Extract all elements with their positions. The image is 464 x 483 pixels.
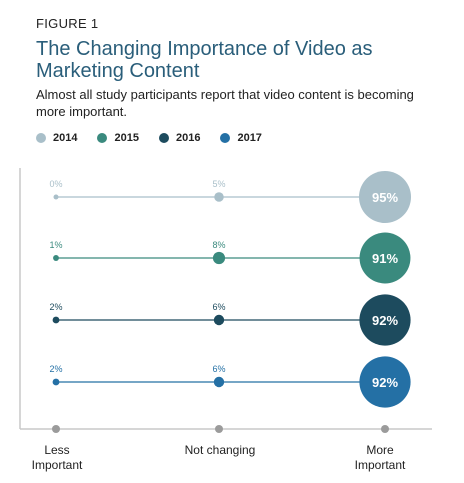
legend-item-2014: 2014 <box>36 132 77 144</box>
legend-label-2016: 2016 <box>175 132 201 144</box>
legend-swatch-2015 <box>97 133 108 143</box>
data-label-2017-2: 92% <box>372 375 398 390</box>
point-2016-2 <box>359 294 411 346</box>
point-2015-2 <box>359 232 411 284</box>
legend-label-2015: 2015 <box>114 132 139 144</box>
point-2016-0 <box>52 316 60 324</box>
point-2014-0 <box>53 194 59 200</box>
chart-title: The Changing Importance of Video as Mark… <box>36 38 373 82</box>
figure-label: FIGURE 1 <box>36 16 99 31</box>
x-axis-tick-dot-1 <box>215 425 223 433</box>
legend-item-2016: 2016 <box>158 132 201 144</box>
data-label-2017-1: 6% <box>212 364 225 374</box>
point-2015-1 <box>212 251 226 265</box>
x-axis-tick-dot-0 <box>52 425 60 433</box>
data-label-2015-0: 1% <box>49 240 62 250</box>
data-label-2016-0: 2% <box>49 302 62 312</box>
data-label-2015-2: 91% <box>372 251 398 266</box>
data-label-2014-0: 0% <box>49 179 62 189</box>
x-category-more-important: More Important <box>354 443 406 472</box>
legend: 2014 2015 2016 2017 <box>36 132 282 144</box>
point-2014-1 <box>214 192 224 202</box>
x-axis-tick-dot-2 <box>381 425 389 433</box>
chart-subtitle: Almost all study participants report tha… <box>36 87 414 119</box>
data-label-2016-1: 6% <box>212 302 225 312</box>
data-label-2014-2: 95% <box>372 190 398 205</box>
x-category-not-changing: Not changing <box>184 443 256 457</box>
x-category-less-important: Less Important <box>31 443 83 472</box>
point-2017-1 <box>213 376 225 388</box>
point-2015-0 <box>53 255 59 261</box>
data-label-2015-1: 8% <box>212 240 225 250</box>
point-2016-1 <box>213 314 225 326</box>
legend-item-2017: 2017 <box>220 132 262 144</box>
legend-item-2015: 2015 <box>97 132 139 144</box>
data-label-2014-1: 5% <box>212 179 225 189</box>
point-2017-2 <box>359 356 411 408</box>
point-2017-0 <box>52 378 60 386</box>
legend-label-2017: 2017 <box>237 132 262 144</box>
point-2014-2 <box>359 171 411 223</box>
legend-swatch-2016 <box>158 133 169 143</box>
data-label-2017-0: 2% <box>49 364 62 374</box>
data-label-2016-2: 92% <box>372 313 398 328</box>
legend-label-2014: 2014 <box>53 132 78 144</box>
legend-swatch-2017 <box>220 133 231 143</box>
legend-swatch-2014 <box>36 133 46 143</box>
